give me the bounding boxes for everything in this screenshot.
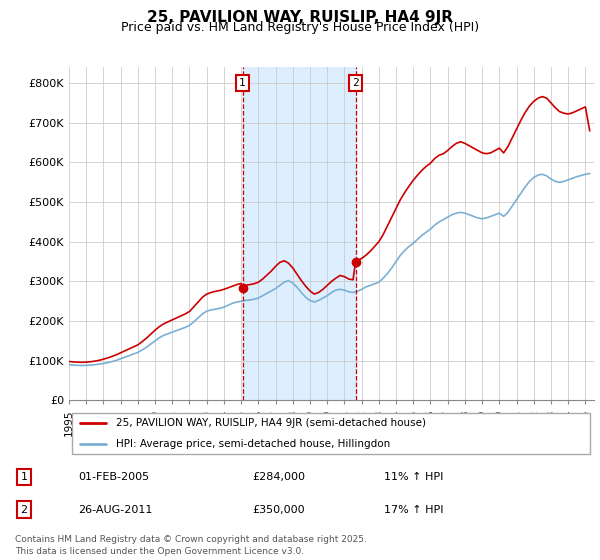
Text: 1: 1: [239, 78, 246, 88]
Text: 11% ↑ HPI: 11% ↑ HPI: [384, 472, 443, 482]
Text: £350,000: £350,000: [252, 505, 305, 515]
Text: 25, PAVILION WAY, RUISLIP, HA4 9JR: 25, PAVILION WAY, RUISLIP, HA4 9JR: [147, 10, 453, 25]
Text: 26-AUG-2011: 26-AUG-2011: [78, 505, 152, 515]
Text: 25, PAVILION WAY, RUISLIP, HA4 9JR (semi-detached house): 25, PAVILION WAY, RUISLIP, HA4 9JR (semi…: [116, 418, 426, 428]
Text: HPI: Average price, semi-detached house, Hillingdon: HPI: Average price, semi-detached house,…: [116, 439, 391, 449]
Bar: [242, 67, 356, 400]
Text: 01-FEB-2005: 01-FEB-2005: [78, 472, 149, 482]
Text: 2: 2: [352, 78, 359, 88]
Text: 1: 1: [20, 472, 28, 482]
Text: £284,000: £284,000: [252, 472, 305, 482]
Text: 17% ↑ HPI: 17% ↑ HPI: [384, 505, 443, 515]
Text: 2: 2: [20, 505, 28, 515]
FancyBboxPatch shape: [71, 413, 590, 454]
Text: Contains HM Land Registry data © Crown copyright and database right 2025.
This d: Contains HM Land Registry data © Crown c…: [15, 535, 367, 556]
Text: Price paid vs. HM Land Registry's House Price Index (HPI): Price paid vs. HM Land Registry's House …: [121, 21, 479, 34]
